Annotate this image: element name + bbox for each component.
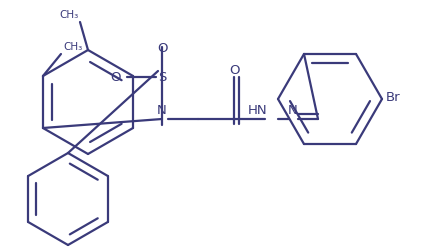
Text: CH₃: CH₃ bbox=[63, 42, 82, 52]
Text: HN: HN bbox=[247, 104, 267, 117]
Text: N: N bbox=[157, 104, 167, 117]
Text: O: O bbox=[157, 42, 167, 55]
Text: N: N bbox=[288, 104, 298, 117]
Text: Br: Br bbox=[386, 90, 401, 103]
Text: S: S bbox=[158, 70, 166, 83]
Text: CH₃: CH₃ bbox=[60, 10, 79, 20]
Text: O: O bbox=[111, 70, 121, 83]
Text: O: O bbox=[229, 64, 239, 77]
